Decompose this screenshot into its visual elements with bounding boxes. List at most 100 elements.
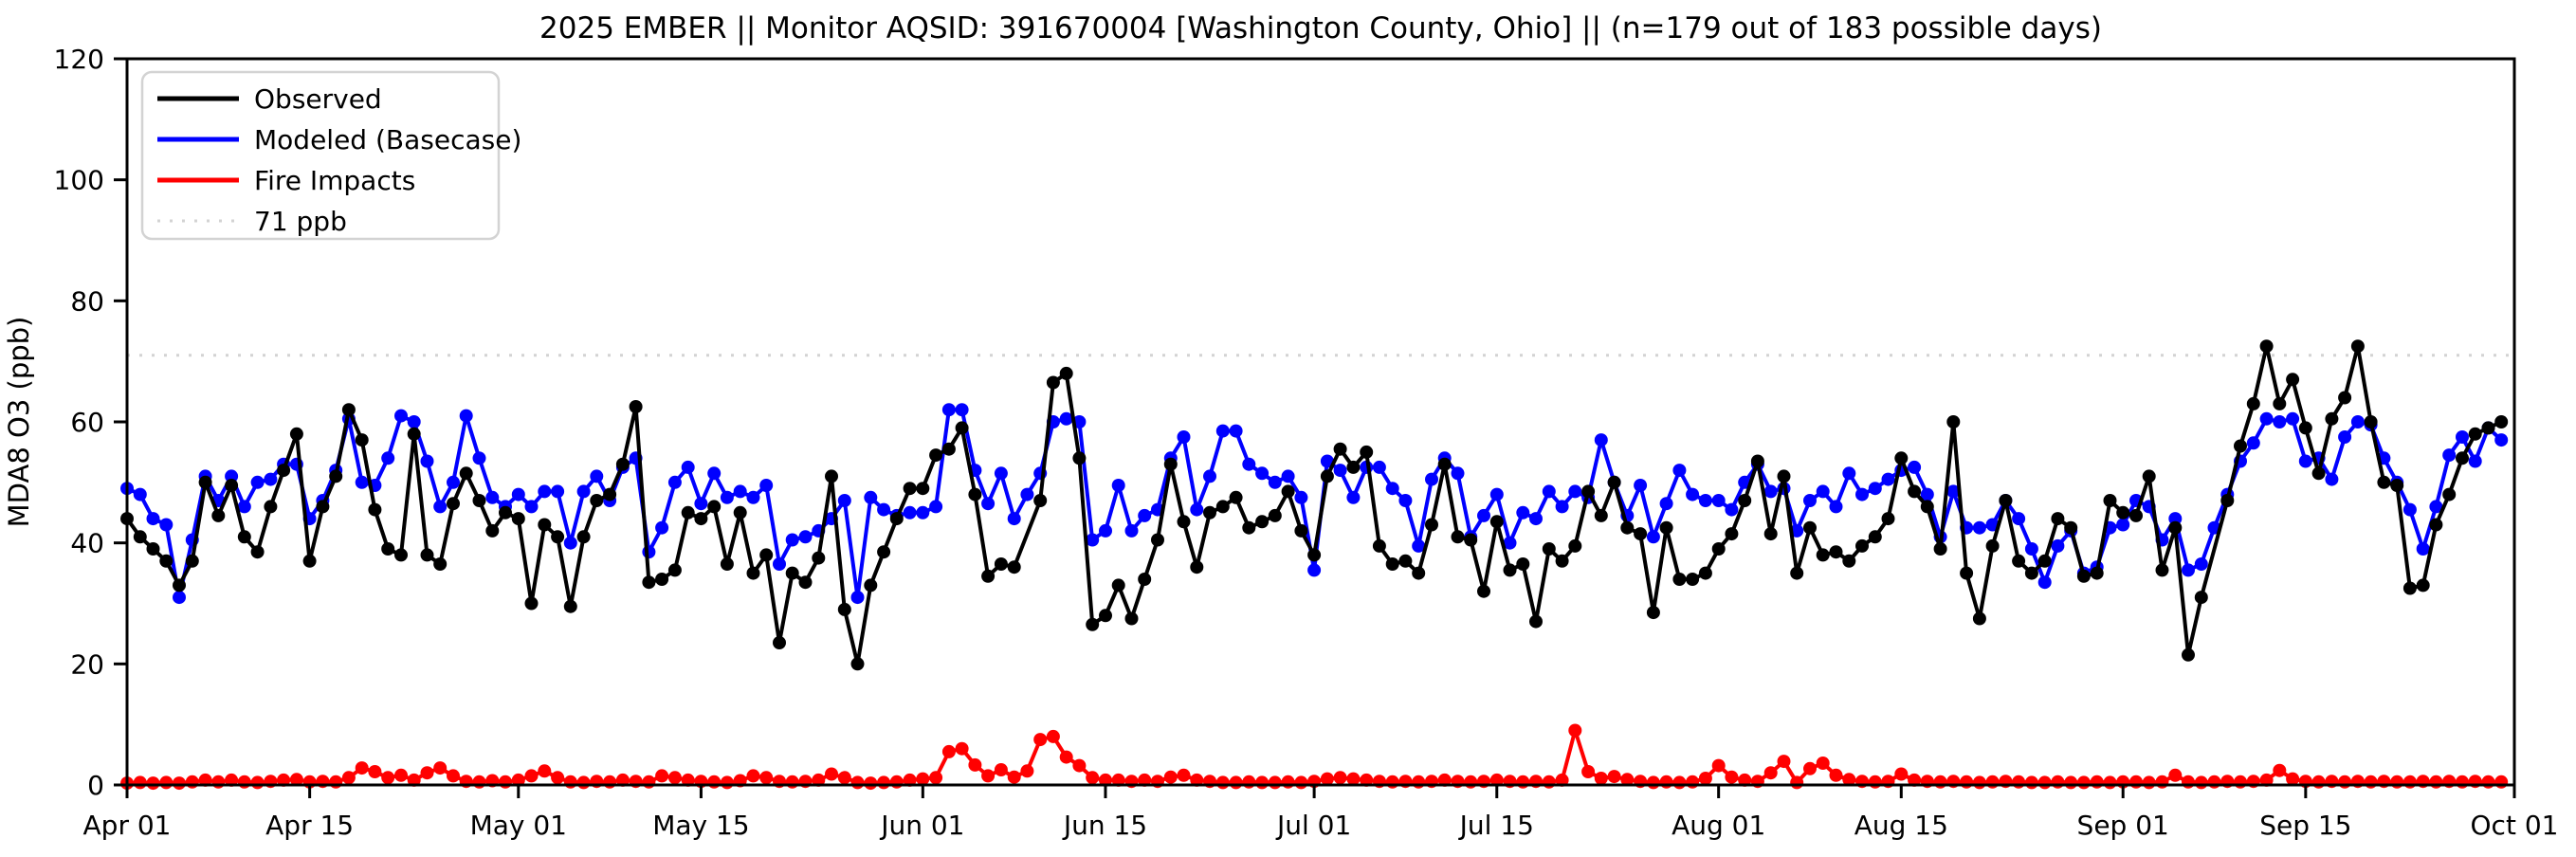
fire-point: [1437, 773, 1452, 787]
fire-point: [1816, 757, 1830, 770]
observed-point: [2338, 391, 2352, 405]
modeled-point: [850, 591, 865, 605]
fire-point: [615, 773, 630, 787]
observed-point: [1659, 520, 1673, 535]
modeled-point: [2298, 454, 2312, 468]
observed-point: [994, 557, 1008, 571]
fire-point: [563, 775, 577, 789]
observed-point: [1412, 566, 1426, 580]
fire-point: [1385, 775, 1399, 789]
fire-point: [720, 775, 734, 790]
modeled-point: [1203, 469, 1216, 483]
fire-point: [329, 775, 343, 789]
modeled-point: [2012, 512, 2026, 526]
observed-point: [1151, 533, 1164, 547]
modeled-point: [642, 545, 656, 559]
legend-item-1: Observed: [157, 83, 382, 115]
modeled-point: [2168, 512, 2183, 526]
x-tick-label: Sep 15: [2259, 810, 2351, 841]
fire-point: [198, 773, 212, 787]
observed-point: [472, 494, 486, 507]
observed-point: [2220, 494, 2235, 507]
legend-item-4: 71 ppb: [157, 206, 347, 237]
observed-point: [1634, 527, 1648, 541]
modeled-point: [407, 415, 421, 428]
fire-point: [1242, 775, 1256, 789]
observed-point: [773, 636, 786, 649]
modeled-point: [1634, 479, 1648, 492]
fire-point: [707, 775, 722, 789]
observed-point: [733, 505, 747, 520]
fire-point: [1072, 758, 1087, 773]
modeled-point: [877, 502, 891, 517]
observed-point: [1281, 484, 1295, 499]
observed-point: [968, 487, 982, 501]
fire-point: [225, 773, 239, 787]
modeled-point: [1646, 530, 1660, 544]
observed-point: [785, 566, 799, 580]
fire-point: [1099, 773, 1112, 787]
modeled-point: [981, 497, 996, 511]
fire-point: [524, 769, 539, 783]
observed-point: [1046, 375, 1060, 390]
observed-point: [955, 421, 969, 435]
modeled-point: [485, 490, 500, 504]
y-tick-label: 120: [54, 44, 104, 75]
observed-point: [1868, 530, 1882, 544]
observed-point: [981, 569, 996, 583]
observed-point: [1007, 560, 1021, 574]
modeled-point: [1346, 490, 1361, 504]
fire-point: [1711, 758, 1726, 773]
fire-point: [1007, 770, 1021, 784]
modeled-point: [720, 490, 734, 504]
series-observed: [120, 339, 2509, 671]
observed-point: [1163, 457, 1178, 471]
modeled-point: [394, 409, 408, 423]
modeled-point: [1790, 523, 1804, 538]
fire-point: [2037, 775, 2052, 790]
observed-point: [2364, 415, 2378, 428]
modeled-point: [1190, 502, 1204, 517]
fire-point: [1111, 773, 1125, 787]
legend-frame: [140, 70, 501, 241]
observed-point: [2103, 494, 2117, 507]
fire-point: [1725, 770, 1739, 784]
observed-point: [2377, 475, 2391, 489]
fire-point: [1646, 775, 1660, 790]
observed-point: [511, 512, 525, 526]
fire-point: [1672, 775, 1687, 790]
modeled-point: [225, 469, 239, 483]
modeled-point: [1385, 482, 1399, 496]
observed-point: [485, 523, 500, 538]
observed-point: [420, 548, 434, 562]
fire-point: [2481, 775, 2495, 789]
fire-point: [1255, 775, 1270, 790]
observed-point: [720, 557, 734, 571]
observed-point: [1464, 533, 1478, 547]
observed-point: [1451, 530, 1465, 544]
observed-point: [642, 575, 656, 590]
fire-point: [433, 761, 448, 775]
modeled-point: [1829, 500, 1843, 514]
observed-point: [1985, 538, 2000, 553]
modeled-point: [511, 487, 525, 501]
fire-point: [1086, 771, 1100, 785]
modeled-point: [1529, 512, 1543, 526]
fire-point: [1790, 775, 1804, 790]
fire-point: [812, 773, 826, 787]
modeled-point: [2194, 557, 2208, 571]
observed-point: [1803, 520, 1817, 535]
observed-point: [1711, 542, 1726, 556]
modeled-point: [837, 494, 851, 507]
fire-point: [2234, 775, 2247, 789]
observed-point: [159, 554, 174, 568]
observed-point: [173, 578, 186, 593]
x-tick-label: Apr 15: [265, 810, 354, 841]
observed-point: [837, 602, 851, 616]
fire-point: [746, 769, 760, 783]
modeled-point: [381, 451, 395, 465]
fire-point: [1412, 775, 1426, 789]
modeled-point: [903, 505, 917, 520]
fire-point: [1177, 768, 1191, 782]
